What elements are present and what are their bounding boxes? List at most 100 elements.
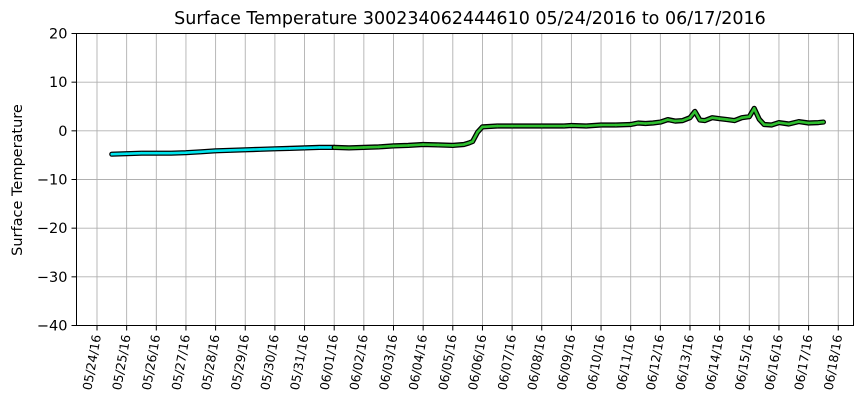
series-0-point: [169, 151, 173, 155]
series-1-point: [584, 124, 588, 128]
x-tick-label: 05/29/16: [228, 333, 253, 391]
x-tick-label: 06/13/16: [672, 333, 697, 391]
series-1-point: [718, 117, 721, 120]
series-1-point: [362, 146, 366, 149]
x-tick-label: 06/02/16: [346, 333, 371, 391]
series-1-point: [451, 144, 455, 147]
series-0-point: [288, 147, 292, 150]
series-1-point: [762, 123, 766, 126]
series-0-point: [155, 151, 158, 155]
x-tick-label: 06/10/16: [583, 333, 608, 391]
x-tick-label: 06/12/16: [643, 333, 668, 391]
series-1-point: [392, 144, 395, 148]
y-tick-label: 10: [49, 75, 67, 91]
x-tick-label: 06/09/16: [554, 333, 579, 391]
series-1-line: [332, 107, 825, 150]
series-1-point: [644, 122, 647, 125]
series-1-point: [807, 121, 810, 125]
series-1-point: [770, 123, 773, 127]
data-series: [109, 105, 826, 157]
x-tick-label: 05/25/16: [109, 333, 134, 391]
y-tick-label: −20: [37, 221, 68, 237]
series-1-point: [436, 143, 440, 147]
x-tick-label: 06/18/16: [821, 333, 846, 391]
series-1-point: [757, 117, 761, 121]
series-1-point: [476, 131, 479, 134]
series-1-point: [599, 123, 603, 127]
series-1-point: [651, 121, 655, 125]
series-1-point: [467, 141, 471, 145]
series-1-point: [471, 140, 474, 143]
x-axis-ticks: 05/24/16 05/25/16 05/26/16 05/27/16 05/28/16…: [79, 325, 846, 391]
y-axis-ticks: 20 10 0 −10 −20 −30 −40: [37, 27, 77, 335]
x-tick-label: 05/26/16: [139, 333, 164, 391]
series-1-point: [570, 124, 573, 127]
series-0-line: [110, 146, 336, 156]
x-tick-label: 05/31/16: [287, 333, 312, 391]
x-tick-label: 06/06/16: [465, 333, 490, 391]
x-tick-label: 05/30/16: [257, 333, 282, 391]
y-tick-label: 20: [49, 27, 67, 43]
grid-lines: [76, 33, 854, 326]
x-tick-label: 06/03/16: [376, 333, 401, 391]
x-tick-label: 06/14/16: [702, 333, 727, 391]
x-tick-label: 06/11/16: [613, 333, 638, 391]
series-1-point: [636, 121, 640, 125]
series-1-point: [510, 124, 514, 128]
series-1-point: [666, 118, 670, 121]
series-1-point: [681, 119, 684, 122]
series-0-point: [303, 146, 306, 150]
series-1-point: [777, 121, 781, 124]
series-1-point: [725, 118, 729, 121]
series-1-point: [698, 118, 702, 122]
series-0-point: [184, 151, 188, 154]
series-1-point: [347, 146, 351, 150]
series-1-point: [797, 120, 800, 123]
series-0-point: [318, 146, 321, 149]
series-0-point: [199, 150, 203, 154]
series-1-point: [659, 120, 662, 124]
x-tick-label: 06/05/16: [435, 333, 460, 391]
series-1-point: [688, 116, 692, 119]
x-tick-label: 05/27/16: [168, 333, 193, 391]
series-1-point: [407, 144, 410, 147]
series-1-point: [748, 115, 751, 118]
chart-title: Surface Temperature 300234062444610 05/2…: [174, 9, 766, 29]
series-0-point: [140, 151, 143, 155]
series-0-point: [229, 149, 232, 152]
series-1-point: [693, 110, 697, 113]
series-1-point: [540, 124, 544, 128]
x-tick-label: 06/16/16: [761, 333, 786, 391]
series-1-point: [733, 119, 736, 122]
series-1-point: [710, 116, 714, 119]
series-1-point: [817, 121, 820, 124]
series-1-point: [332, 146, 336, 149]
series-1-point: [562, 124, 566, 128]
y-tick-label: −40: [37, 319, 68, 335]
series-0-point: [110, 152, 114, 156]
series-0-point: [244, 148, 247, 152]
series-0-point: [273, 147, 277, 151]
y-tick-label: 0: [58, 124, 67, 140]
series-1-point: [377, 145, 381, 149]
series-0-point: [125, 152, 128, 155]
series-1-point: [752, 107, 756, 110]
x-tick-label: 06/17/16: [791, 333, 816, 391]
series-1-point: [740, 116, 744, 119]
series-1-point: [462, 143, 466, 146]
x-tick-label: 05/24/16: [79, 333, 104, 391]
series-1-point: [421, 143, 425, 146]
series-0-point: [214, 149, 217, 153]
x-tick-label: 06/04/16: [406, 333, 431, 391]
series-1-point: [703, 119, 707, 122]
series-1-point: [496, 124, 499, 128]
x-tick-label: 06/08/16: [524, 333, 549, 391]
x-tick-label: 06/07/16: [495, 333, 520, 391]
x-tick-label: 06/15/16: [732, 333, 757, 391]
y-tick-label: −10: [37, 173, 68, 189]
x-tick-label: 05/28/16: [198, 333, 223, 391]
y-tick-label: −30: [37, 270, 68, 286]
series-1-point: [614, 123, 618, 127]
series-1-point: [673, 119, 677, 123]
